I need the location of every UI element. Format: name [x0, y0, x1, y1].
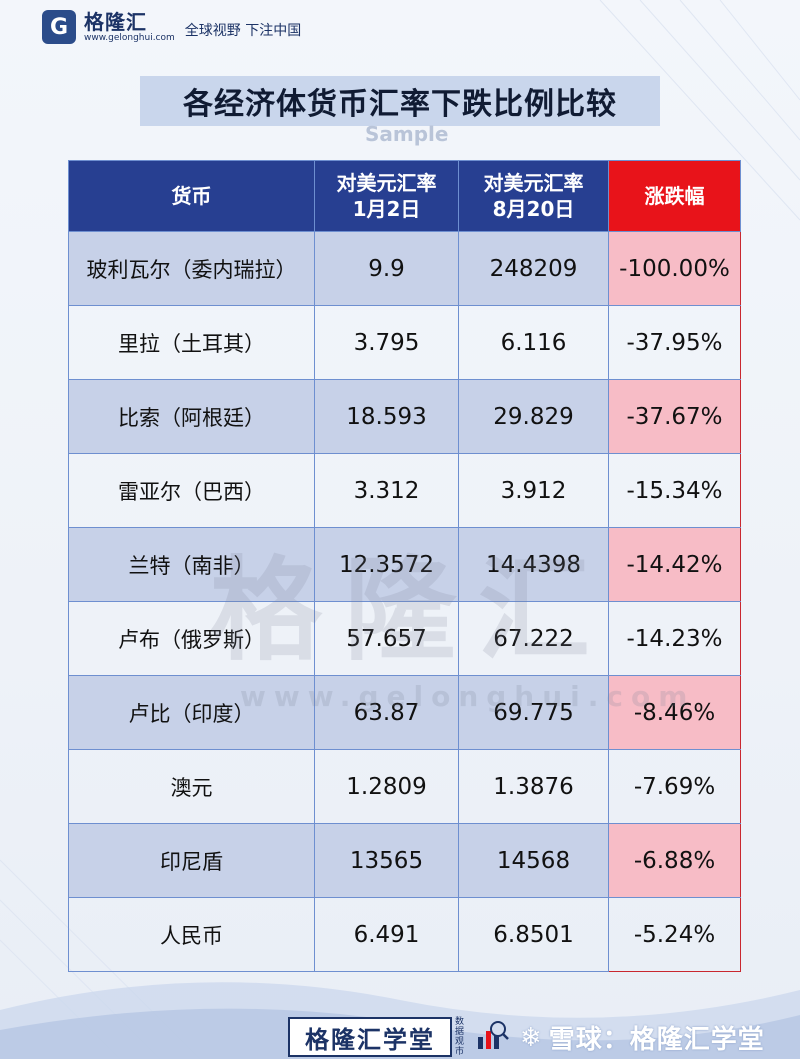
cell-jan-rate: 6.491	[314, 897, 459, 972]
cell-aug-rate: 69.775	[458, 675, 609, 750]
header-jan-rate: 对美元汇率 1月2日	[314, 160, 459, 232]
logo-brand-name: 格隆汇	[84, 10, 147, 34]
header-change: 涨跌幅	[608, 160, 741, 232]
cell-jan-rate: 12.3572	[314, 527, 459, 602]
exchange-rate-table: 货币 对美元汇率 1月2日 对美元汇率 8月20日 涨跌幅 玻利瓦尔（委内瑞拉）…	[68, 160, 741, 972]
table-header-row: 货币 对美元汇率 1月2日 对美元汇率 8月20日 涨跌幅	[68, 160, 741, 232]
table-row: 卢比（印度） 63.87 69.775 -8.46%	[68, 675, 741, 750]
cell-currency: 比索（阿根廷）	[68, 379, 315, 454]
snowball-icon: ❄	[520, 1022, 543, 1053]
chart-magnifier-icon	[478, 1021, 509, 1049]
table-row: 卢布（俄罗斯） 57.657 67.222 -14.23%	[68, 601, 741, 676]
cell-aug-rate: 6.8501	[458, 897, 609, 972]
footer-brand: 格隆汇学堂	[288, 1017, 452, 1057]
cell-aug-rate: 67.222	[458, 601, 609, 676]
cell-change: -6.88%	[608, 823, 741, 898]
cell-jan-rate: 57.657	[314, 601, 459, 676]
table-row: 玻利瓦尔（委内瑞拉） 9.9 248209 -100.00%	[68, 231, 741, 306]
cell-change: -37.95%	[608, 305, 741, 380]
logo-slogan: 全球视野 下注中国	[184, 23, 302, 39]
logo-mark-icon: G	[42, 10, 76, 44]
cell-currency: 雷亚尔（巴西）	[68, 453, 315, 528]
cell-aug-rate: 248209	[458, 231, 609, 306]
table-row: 人民币 6.491 6.8501 -5.24%	[68, 897, 741, 972]
cell-aug-rate: 3.912	[458, 453, 609, 528]
header-currency: 货币	[68, 160, 315, 232]
page-title: 各经济体货币汇率下跌比例比较	[183, 87, 617, 122]
cell-change: -5.24%	[608, 897, 741, 972]
cell-jan-rate: 9.9	[314, 231, 459, 306]
table-row: 雷亚尔（巴西） 3.312 3.912 -15.34%	[68, 453, 741, 528]
cell-change: -14.42%	[608, 527, 741, 602]
cell-change: -100.00%	[608, 231, 741, 306]
cell-currency: 玻利瓦尔（委内瑞拉）	[68, 231, 315, 306]
logo-url: www.gelonghui.com	[84, 33, 175, 43]
table-row: 比索（阿根廷） 18.593 29.829 -37.67%	[68, 379, 741, 454]
cell-currency: 卢布（俄罗斯）	[68, 601, 315, 676]
cell-change: -15.34%	[608, 453, 741, 528]
cell-currency: 兰特（南非）	[68, 527, 315, 602]
cell-change: -8.46%	[608, 675, 741, 750]
header-aug-line1: 对美元汇率	[483, 171, 584, 195]
brand-logo: G 格隆汇 www.gelonghui.com 全球视野 下注中国	[42, 10, 301, 44]
cell-jan-rate: 13565	[314, 823, 459, 898]
footer-sub-label: 数据观市	[455, 1017, 465, 1057]
table-row: 兰特（南非） 12.3572 14.4398 -14.42%	[68, 527, 741, 602]
header-aug-rate: 对美元汇率 8月20日	[458, 160, 609, 232]
cell-aug-rate: 14.4398	[458, 527, 609, 602]
cell-jan-rate: 18.593	[314, 379, 459, 454]
cell-jan-rate: 3.312	[314, 453, 459, 528]
cell-currency: 里拉（土耳其）	[68, 305, 315, 380]
cell-aug-rate: 14568	[458, 823, 609, 898]
cell-currency: 人民币	[68, 897, 315, 972]
cell-aug-rate: 1.3876	[458, 749, 609, 824]
header-aug-line2: 8月20日	[492, 197, 575, 221]
cell-change: -7.69%	[608, 749, 741, 824]
footer-social: ❄ 雪球：格隆汇学堂	[520, 1019, 765, 1056]
table-row: 澳元 1.2809 1.3876 -7.69%	[68, 749, 741, 824]
cell-jan-rate: 1.2809	[314, 749, 459, 824]
table-row: 里拉（土耳其） 3.795 6.116 -37.95%	[68, 305, 741, 380]
cell-aug-rate: 29.829	[458, 379, 609, 454]
title-banner: 各经济体货币汇率下跌比例比较	[140, 76, 660, 126]
cell-change: -37.67%	[608, 379, 741, 454]
header-jan-line2: 1月2日	[352, 197, 421, 221]
sample-watermark: Sample	[365, 122, 449, 146]
cell-change: -14.23%	[608, 601, 741, 676]
cell-currency: 印尼盾	[68, 823, 315, 898]
footer: 格隆汇学堂 数据观市 ❄ 雪球：格隆汇学堂	[0, 1005, 800, 1059]
cell-currency: 卢比（印度）	[68, 675, 315, 750]
table-row: 印尼盾 13565 14568 -6.88%	[68, 823, 741, 898]
cell-aug-rate: 6.116	[458, 305, 609, 380]
cell-jan-rate: 3.795	[314, 305, 459, 380]
cell-jan-rate: 63.87	[314, 675, 459, 750]
cell-currency: 澳元	[68, 749, 315, 824]
header-jan-line1: 对美元汇率	[336, 171, 437, 195]
footer-social-text: 雪球：格隆汇学堂	[548, 1025, 765, 1055]
